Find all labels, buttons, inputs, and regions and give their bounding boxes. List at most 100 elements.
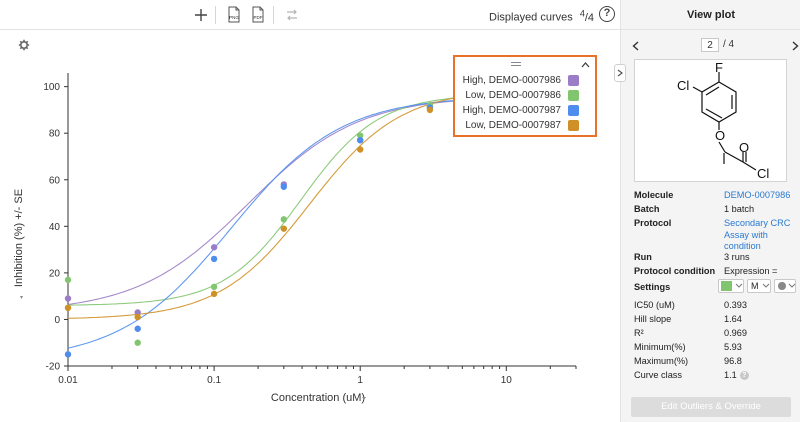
- chart-settings-button[interactable]: [18, 38, 30, 56]
- color-swatch: [721, 281, 732, 291]
- property-label: Molecule: [634, 190, 674, 200]
- collapse-panel-button[interactable]: [614, 64, 626, 82]
- chevron-up-icon[interactable]: [581, 62, 590, 68]
- x-tick-label: 10: [501, 375, 513, 386]
- y-tick-label: -20: [46, 362, 61, 373]
- y-tick-label: 100: [43, 82, 60, 93]
- protocol-link[interactable]: Secondary CRC Assay with condition: [724, 218, 791, 251]
- legend-item[interactable]: High, DEMO-0007986: [463, 73, 579, 87]
- data-point: [356, 136, 364, 144]
- displayed-curves-label: Displayed curves: [489, 11, 573, 24]
- property-label: Batch: [634, 204, 660, 214]
- help-icon[interactable]: ?: [739, 371, 749, 381]
- property-label: Protocol condition: [634, 266, 716, 276]
- x-tick-label: 0.1: [207, 375, 221, 386]
- edit-outliers-button[interactable]: Edit Outliers & Override: [631, 397, 791, 417]
- data-point: [280, 225, 288, 232]
- marker-select[interactable]: M: [747, 279, 771, 293]
- help-button[interactable]: ?: [599, 6, 615, 22]
- chevron-down-icon: [788, 283, 795, 288]
- molecule-bonds: [692, 72, 757, 171]
- export-pdf-button[interactable]: PDF: [250, 5, 266, 25]
- y-axis-label[interactable]: Inhibition (%) +/- SE: [13, 189, 25, 287]
- property-value: 5.93: [724, 342, 742, 352]
- data-point: [64, 295, 72, 302]
- property-label: Minimum(%): [634, 342, 686, 352]
- drag-handle-icon[interactable]: [511, 62, 521, 66]
- property-value: 3 runs: [724, 252, 750, 262]
- chart-axes: -20 0 20 40 60 80 100 0.01 0.1 1 10: [43, 73, 577, 386]
- data-point: [134, 309, 141, 316]
- swap-button[interactable]: [283, 5, 301, 25]
- data-point: [210, 290, 218, 298]
- page-number-input[interactable]: [701, 38, 719, 52]
- property-label: Protocol: [634, 218, 672, 228]
- property-value: 1.1: [724, 370, 737, 380]
- add-curve-button[interactable]: [192, 5, 210, 25]
- chevron-right-icon: [617, 69, 623, 77]
- data-point: [64, 304, 72, 311]
- legend-item[interactable]: Low, DEMO-0007987: [465, 118, 579, 132]
- property-label: Curve class: [634, 370, 682, 380]
- page-total: / 4: [723, 39, 735, 50]
- x-tick-label: 1: [357, 375, 363, 386]
- molecule-structure: F Cl O O Cl: [634, 59, 787, 182]
- y-tick-label: 80: [49, 129, 61, 140]
- color-select[interactable]: [718, 279, 744, 293]
- plot-pager: / 4: [621, 38, 800, 54]
- legend-swatch: [568, 74, 579, 86]
- view-plot-panel: View plot / 4: [620, 0, 800, 422]
- point-style-select[interactable]: [774, 279, 796, 293]
- y-axis-dropdown-icon[interactable]: [20, 296, 23, 299]
- export-png-button[interactable]: PNG: [226, 5, 242, 25]
- atom-fluorine: F: [715, 60, 723, 75]
- previous-plot-button[interactable]: [629, 38, 641, 54]
- y-tick-label: 20: [49, 268, 61, 279]
- atom-chlorine: Cl: [757, 166, 769, 181]
- panel-title: View plot: [621, 0, 800, 30]
- toolbar: PNG PDF Displayed curves 4/4: [0, 0, 620, 30]
- dose-response-chart: -20 0 20 40 60 80 100 0.01 0.1 1 10 Inhibition (%)…: [13, 73, 577, 404]
- property-value: 1.64: [724, 314, 742, 324]
- legend-swatch: [568, 89, 579, 101]
- y-tick-label: 60: [49, 175, 61, 186]
- data-point: [280, 183, 288, 190]
- displayed-count-num: 4: [579, 8, 585, 18]
- property-value: 0.393: [724, 300, 747, 310]
- property-value: 0.969: [724, 328, 747, 338]
- atom-chlorine: Cl: [677, 78, 689, 93]
- chevron-down-icon: [762, 283, 769, 288]
- data-point: [134, 325, 141, 332]
- chart-legend[interactable]: High, DEMO-0007986 Low, DEMO-0007986 Hig…: [453, 55, 597, 137]
- toolbar-divider: [215, 6, 216, 24]
- displayed-count-den: 4: [587, 11, 595, 24]
- data-point: [210, 283, 218, 291]
- atom-oxygen: O: [739, 140, 749, 155]
- property-label: Maximum(%): [634, 356, 689, 366]
- legend-item[interactable]: High, DEMO-0007987: [463, 103, 579, 117]
- displayed-curves: Displayed curves 4/4: [489, 8, 594, 24]
- legend-label: Low, DEMO-0007987: [465, 119, 561, 131]
- plot-area: PNG PDF Displayed curves 4/4: [0, 0, 620, 404]
- legend-item[interactable]: Low, DEMO-0007986: [465, 88, 579, 102]
- x-axis-dropdown-icon[interactable]: [362, 397, 366, 400]
- legend-label: High, DEMO-0007987: [462, 104, 561, 116]
- png-label: PNG: [229, 15, 239, 20]
- chevron-left-icon: [631, 41, 638, 51]
- data-point: [356, 132, 364, 139]
- x-axis-label[interactable]: Concentration (uM): [271, 392, 365, 404]
- property-value-wrap: 1.1?: [724, 370, 796, 382]
- gear-icon: [18, 39, 30, 51]
- displayed-curves-count: 4/4: [579, 8, 595, 24]
- data-point: [64, 276, 72, 284]
- next-plot-button[interactable]: [789, 38, 800, 54]
- property-value: 1 batch: [724, 204, 755, 214]
- legend-swatch: [568, 119, 579, 131]
- molecule-link[interactable]: DEMO-0007986: [724, 190, 791, 200]
- property-label: Settings: [634, 282, 671, 292]
- x-tick-label: 0.01: [58, 375, 78, 386]
- swap-arrows-icon: [287, 9, 297, 21]
- property-label: R²: [634, 328, 644, 338]
- marker-value: M: [751, 281, 759, 291]
- legend-label: High, DEMO-0007986: [462, 74, 561, 86]
